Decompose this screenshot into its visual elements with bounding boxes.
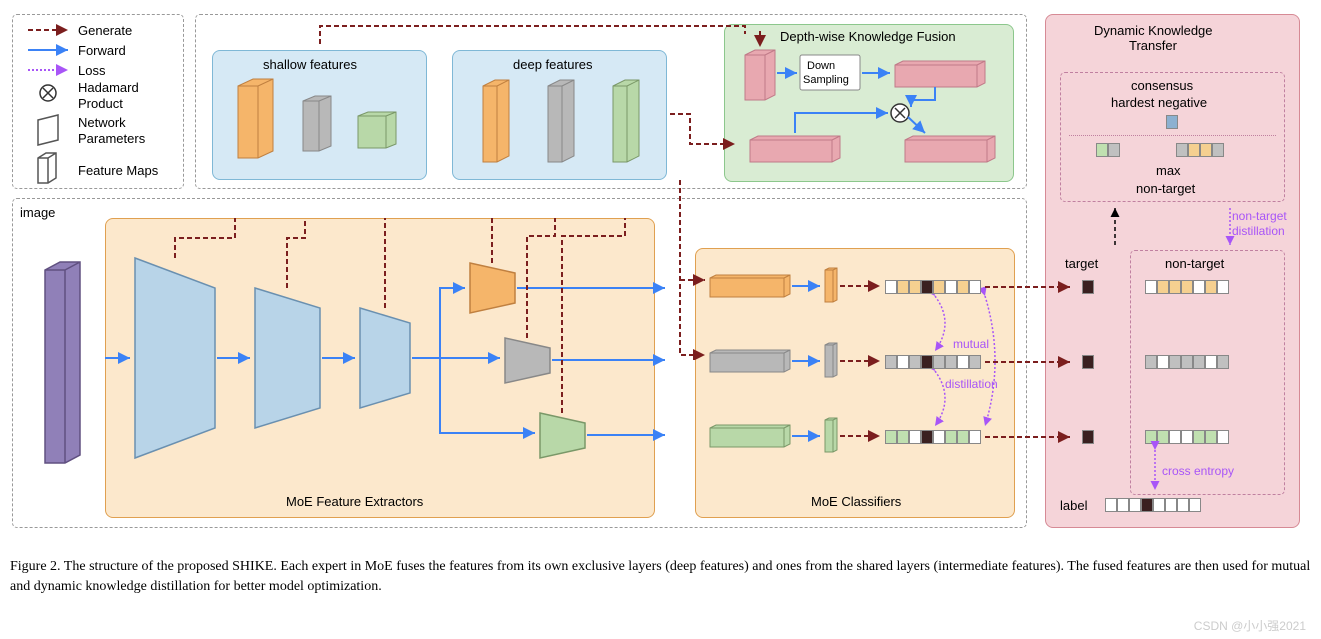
logits-row-3: [885, 430, 981, 444]
logits-row-2: [885, 355, 981, 369]
legend-loss: Loss: [78, 63, 105, 78]
max-label: max: [1156, 163, 1181, 178]
image-label: image: [20, 205, 55, 220]
logits-row-1: [885, 280, 981, 294]
figure-caption: Figure 2. The structure of the proposed …: [10, 557, 1311, 596]
consensus-cells-1: [1096, 143, 1120, 157]
svg-text:non-target: non-target: [1232, 209, 1287, 223]
dkt-consensus-box: consensus hardest negative max non-targe…: [1060, 72, 1285, 202]
legend-featuremaps: Feature Maps: [78, 163, 158, 178]
legend-network: NetworkParameters: [78, 115, 145, 146]
legend-forward: Forward: [78, 43, 126, 58]
consensus-label: consensus: [1131, 78, 1193, 93]
watermark: CSDN @小小强2021: [1194, 617, 1306, 634]
svg-text:cross entropy: cross entropy: [1162, 464, 1234, 478]
feature-to-dkf-arrows: [195, 14, 1027, 194]
dkt-title: Dynamic KnowledgeTransfer: [1094, 23, 1213, 53]
hardest-label: hardest negative: [1111, 95, 1207, 110]
divider: [1069, 135, 1276, 136]
legend-hadamard: HadamardProduct: [78, 80, 139, 111]
dkf-to-classifiers: [660, 180, 730, 360]
dkt-arrows: non-target distillation cross entropy: [980, 200, 1310, 520]
extractors-svg: [105, 218, 685, 528]
input-block: [40, 260, 100, 480]
legend-box: Generate Forward Loss HadamardProduct Ne…: [12, 14, 184, 189]
consensus-cells-2: [1176, 143, 1224, 157]
svg-text:distillation: distillation: [1232, 224, 1285, 238]
legend-generate: Generate: [78, 23, 132, 38]
nontarget-label: non-target: [1136, 181, 1195, 196]
hardest-cell: [1166, 115, 1178, 129]
